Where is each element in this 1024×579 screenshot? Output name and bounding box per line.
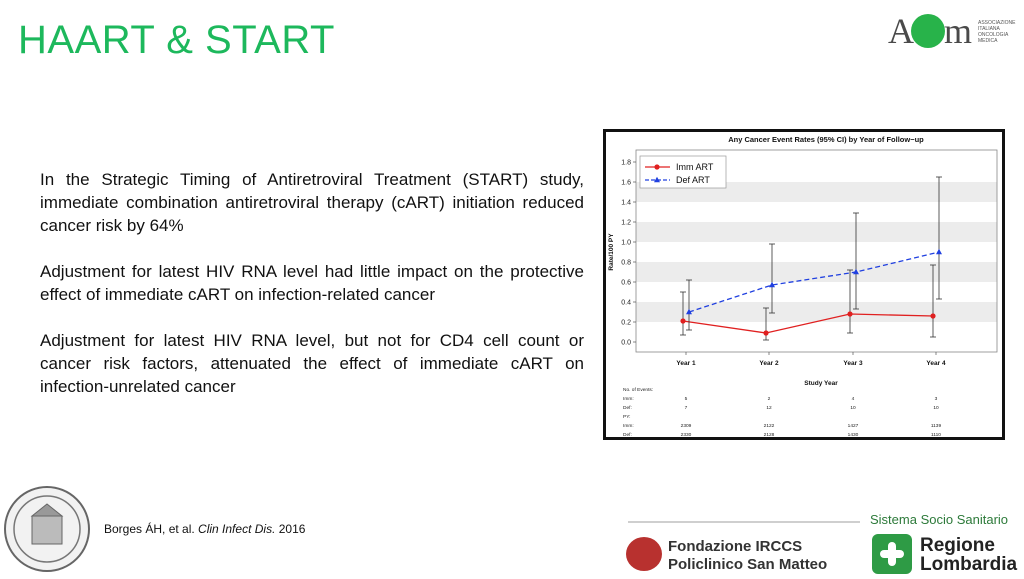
regione-lombardia-name: Regione Lombardia bbox=[920, 536, 1017, 574]
cancer-rate-chart: Any Cancer Event Rates (95% CI) by Year … bbox=[603, 129, 1005, 440]
legend-box bbox=[639, 155, 727, 189]
citation-authors: Borges ÁH, et al. bbox=[104, 522, 199, 536]
chart-svg: Any Cancer Event Rates (95% CI) by Year … bbox=[608, 135, 998, 437]
y-tick-label: 0.0 bbox=[621, 340, 631, 347]
slide-title: HAART & START bbox=[18, 18, 335, 62]
table-row-label: Def: bbox=[623, 432, 632, 437]
y-tick-label: 0.2 bbox=[621, 320, 631, 327]
legend-marker bbox=[654, 176, 660, 183]
table-cell: 10 bbox=[933, 405, 939, 411]
x-tick-label: Year 3 bbox=[843, 360, 863, 367]
citation: Borges ÁH, et al. Clin Infect Dis. 2016 bbox=[104, 522, 305, 536]
citation-year: 2016 bbox=[275, 522, 306, 536]
legend-label: Def ART bbox=[676, 175, 710, 185]
data-point-imm bbox=[763, 330, 769, 336]
series-line-1 bbox=[688, 251, 940, 313]
grid-band bbox=[636, 302, 997, 322]
y-tick-label: 0.8 bbox=[621, 260, 631, 267]
table-cell: 10 bbox=[850, 405, 856, 411]
body-text: In the Strategic Timing of Antiretrovira… bbox=[40, 168, 584, 421]
table-cell: 2122 bbox=[764, 423, 775, 429]
sistema-socio-sanitario-label: Sistema Socio Sanitario bbox=[870, 512, 1009, 527]
table-cell: 1427 bbox=[848, 423, 859, 429]
y-tick-label: 1.4 bbox=[621, 200, 631, 207]
fondazione-line: Policlinico San Matteo bbox=[668, 556, 828, 573]
legend-marker bbox=[654, 164, 660, 170]
table-cell: 2128 bbox=[764, 432, 775, 437]
legend-label: Imm ART bbox=[676, 162, 714, 172]
data-point-imm bbox=[930, 313, 936, 319]
y-tick-label: 0.6 bbox=[621, 280, 631, 287]
table-cell: 1110 bbox=[931, 432, 941, 437]
y-tick-label: 1.2 bbox=[621, 220, 631, 227]
table-row-label: Def: bbox=[623, 405, 632, 411]
y-tick-label: 1.8 bbox=[621, 160, 631, 167]
table-cell: 1139 bbox=[931, 423, 942, 429]
chart-title: Any Cancer Event Rates (95% CI) by Year … bbox=[728, 135, 924, 144]
table-row-label: Imm: bbox=[623, 396, 634, 402]
aiom-sub-line: ASSOCIAZIONE bbox=[978, 20, 1016, 26]
plot-border bbox=[635, 149, 998, 353]
series-line-0 bbox=[682, 313, 934, 334]
data-point-imm bbox=[680, 318, 686, 324]
table-cell: 2330 bbox=[681, 432, 692, 437]
table-cell: 7 bbox=[685, 405, 688, 411]
data-point-def bbox=[686, 308, 692, 315]
university-seal-logo bbox=[2, 484, 92, 574]
table-row-label: PY: bbox=[623, 414, 630, 420]
x-tick-label: Year 1 bbox=[676, 360, 696, 367]
grid-band bbox=[636, 222, 997, 242]
aiom-sub-line: ONCOLOGIA bbox=[978, 32, 1009, 38]
y-axis-label: Rate/100 PY bbox=[608, 233, 615, 271]
footer-divider bbox=[628, 521, 860, 523]
aiom-sub-line: MEDICA bbox=[978, 38, 998, 44]
paragraph: In the Strategic Timing of Antiretrovira… bbox=[40, 170, 584, 235]
paragraph: Adjustment for latest HIV RNA level, but… bbox=[40, 331, 584, 396]
table-row-label: Imm: bbox=[623, 423, 634, 429]
table-cell: 4 bbox=[852, 396, 855, 402]
table-cell: 1430 bbox=[848, 432, 859, 437]
data-point-def bbox=[769, 281, 775, 288]
regione-line: Regione bbox=[920, 535, 995, 556]
fondazione-logo-icon bbox=[626, 537, 662, 571]
aiom-circle-icon bbox=[911, 14, 945, 48]
x-axis-label: Study Year bbox=[804, 380, 838, 387]
regione-line: Lombardia bbox=[920, 554, 1018, 575]
table-cell: 2309 bbox=[681, 423, 692, 429]
data-point-def bbox=[936, 248, 942, 255]
fondazione-name: Fondazione IRCCS Policlinico San Matteo bbox=[668, 538, 827, 574]
x-tick-label: Year 4 bbox=[926, 360, 946, 367]
table-row-label: No. of Events: bbox=[623, 387, 653, 393]
data-point-imm bbox=[847, 311, 853, 317]
data-point-def bbox=[853, 268, 859, 275]
table-cell: 3 bbox=[935, 396, 938, 402]
regione-lombardia-logo-icon bbox=[872, 534, 912, 574]
table-cell: 12 bbox=[766, 405, 772, 411]
y-tick-label: 1.0 bbox=[621, 240, 631, 247]
table-cell: 5 bbox=[685, 396, 688, 402]
aiom-subtitle: ASSOCIAZIONE ITALIANA ONCOLOGIA MEDICA bbox=[978, 20, 1022, 44]
y-tick-label: 1.6 bbox=[621, 180, 631, 187]
citation-journal: Clin Infect Dis. bbox=[198, 522, 276, 536]
aiom-sub-line: ITALIANA bbox=[978, 26, 1000, 32]
fondazione-line: Fondazione IRCCS bbox=[668, 538, 803, 555]
x-tick-label: Year 2 bbox=[759, 360, 779, 367]
paragraph: Adjustment for latest HIV RNA level had … bbox=[40, 262, 584, 304]
y-tick-label: 0.4 bbox=[621, 300, 631, 307]
grid-band bbox=[636, 262, 997, 282]
table-cell: 2 bbox=[768, 396, 771, 402]
